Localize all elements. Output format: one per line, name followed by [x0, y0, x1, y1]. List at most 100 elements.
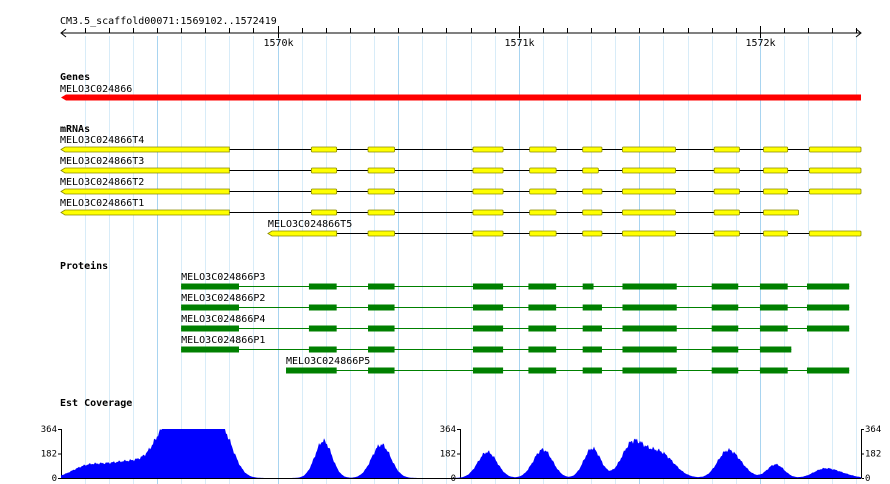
protein-cds: [582, 325, 602, 332]
ruler: CM3.5_scaffold00071:1569102..1572419 157…: [60, 16, 862, 49]
proteins-track: Proteins MELO3C024866P3 MELO3C024866P2 MEL…: [60, 260, 850, 374]
mrna-exon: [529, 167, 557, 174]
mrna-exon: [582, 188, 603, 195]
mrna-exon: [713, 146, 740, 153]
protein-cds: [308, 325, 337, 332]
mrna-exon: [763, 188, 789, 195]
protein-cds: [806, 367, 850, 374]
mrna-exon: [472, 167, 504, 174]
protein-cds: [368, 346, 395, 353]
protein-cds: [622, 346, 677, 353]
protein-cds: [759, 367, 788, 374]
mrna-exon: [582, 209, 603, 216]
protein-cds: [528, 304, 557, 311]
proteins-track-title: Proteins: [60, 260, 108, 272]
protein-cds: [806, 283, 850, 290]
mrna-label: MELO3C024866T1: [60, 198, 144, 209]
protein-cds: [582, 304, 602, 311]
protein-label: MELO3C024866P3: [181, 272, 265, 283]
protein-cds: [622, 325, 677, 332]
mrna-exon: [808, 188, 862, 195]
grid: [85, 36, 857, 484]
protein-cds: [528, 283, 557, 290]
coverage-area: [61, 429, 861, 478]
protein-cds: [181, 304, 239, 311]
protein-cds: [472, 367, 504, 374]
mrna-exon: [713, 209, 740, 216]
mrna-exon: [529, 188, 557, 195]
mrna-exon: [713, 188, 740, 195]
protein-cds: [528, 367, 557, 374]
protein-cds: [181, 283, 239, 290]
est-coverage-track: Est Coverage 364182036418203641820: [41, 398, 882, 484]
gene-label: MELO3C024866: [60, 84, 132, 95]
region-label: CM3.5_scaffold00071:1569102..1572419: [60, 16, 277, 27]
protein-cds: [806, 304, 850, 311]
mrna-exon: [367, 188, 395, 195]
mrna-exon: [622, 188, 676, 195]
coverage-axis-label: 0: [52, 474, 57, 484]
protein-cds: [528, 346, 557, 353]
protein-label: MELO3C024866P2: [181, 293, 265, 304]
protein-cds: [308, 283, 337, 290]
mrna-exon: [763, 167, 789, 174]
mrnas-track: mRNAs MELO3C024866T4 MELO3C024866T3 MELO3C…: [60, 124, 862, 237]
protein-cds: [759, 325, 788, 332]
protein-cds: [308, 304, 337, 311]
gene-feature: [61, 94, 861, 101]
protein-cds: [308, 346, 337, 353]
mrna-exon: [60, 146, 230, 153]
mrna-exon: [622, 230, 676, 237]
mrna-exon: [808, 146, 862, 153]
coverage-axis-label: 364: [41, 425, 57, 435]
protein-label: MELO3C024866P4: [181, 314, 265, 325]
coverage-axis-label: 182: [865, 450, 881, 460]
mrna-exon: [367, 146, 395, 153]
mrna-exon: [713, 230, 740, 237]
protein-label: MELO3C024866P1: [181, 335, 265, 346]
protein-cds: [472, 283, 504, 290]
protein-cds: [582, 283, 594, 290]
mrna-exon: [808, 167, 862, 174]
ruler-tick-label: 1572k: [745, 38, 775, 49]
genes-track-title: Genes: [60, 72, 90, 83]
mrna-exon: [713, 167, 740, 174]
protein-cds: [181, 346, 239, 353]
protein-cds: [622, 283, 677, 290]
protein-cds: [759, 304, 788, 311]
protein-cds: [582, 346, 602, 353]
ruler-left-arrow-icon: [60, 28, 67, 38]
coverage-axis-label: 0: [865, 474, 870, 484]
mrna-exon: [763, 146, 789, 153]
ruler-ticks: 1570k 1571k 1572k: [85, 26, 857, 49]
mrna-exon: [367, 209, 395, 216]
mrna-exon: [472, 146, 504, 153]
est-coverage-track-title: Est Coverage: [60, 398, 132, 409]
protein-cds: [368, 283, 395, 290]
mrna-exon: [367, 167, 395, 174]
mrna-label: MELO3C024866T5: [268, 219, 352, 230]
genes-track: Genes MELO3C024866: [60, 72, 861, 101]
mrna-exon: [622, 146, 676, 153]
mrna-exon: [582, 230, 603, 237]
mrna-exon: [267, 230, 338, 237]
mrna-exon: [582, 167, 599, 174]
mrna-exon: [582, 146, 603, 153]
protein-cds: [759, 346, 792, 353]
mrnas-track-title: mRNAs: [60, 124, 90, 135]
coverage-axis-label: 182: [41, 450, 57, 460]
protein-cds: [286, 367, 337, 374]
ruler-right-arrow-icon: [855, 28, 862, 38]
mrna-exon: [622, 167, 676, 174]
mrna-exon: [310, 209, 338, 216]
ruler-tick-label: 1570k: [263, 38, 293, 49]
mrna-label: MELO3C024866T4: [60, 135, 144, 146]
mrna-exon: [529, 209, 557, 216]
mrna-exon: [529, 146, 557, 153]
mrna-exon: [60, 188, 230, 195]
mrna-exon: [310, 146, 338, 153]
coverage-axis-label: 364: [440, 425, 456, 435]
protein-cds: [622, 367, 677, 374]
